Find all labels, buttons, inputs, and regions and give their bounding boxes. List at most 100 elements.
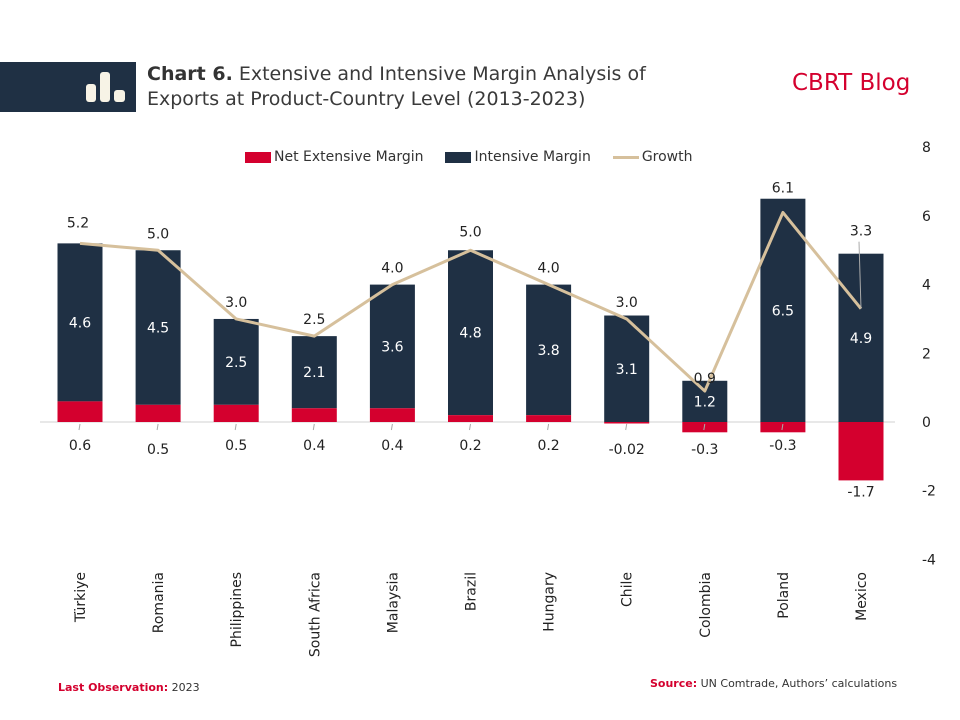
data-label-intensive: 1.2 (694, 394, 716, 410)
legend-swatch-intensive (445, 151, 472, 163)
data-label-net-extensive: 0.2 (459, 438, 481, 454)
data-label-net-extensive: -0.3 (691, 442, 718, 458)
leader-line (625, 423, 628, 431)
bar-intensive-margin (57, 243, 103, 402)
leader-line (78, 423, 81, 431)
data-label-intensive: 6.5 (772, 303, 794, 319)
y-tick-label: 8 (922, 140, 931, 156)
x-tick-label: Türkiye (73, 572, 89, 623)
x-tick-label: Poland (776, 572, 792, 619)
data-label-growth: 3.3 (850, 224, 872, 240)
data-label-growth: 4.0 (381, 261, 403, 277)
legend-item-growth: Growth (612, 149, 693, 165)
x-tick-label: Malaysia (385, 572, 401, 633)
bar-intensive-margin (135, 250, 181, 405)
x-tick-label: Colombia (698, 572, 714, 638)
source-label: Source: (650, 677, 698, 690)
data-label-intensive: 4.8 (459, 326, 481, 342)
bar-intensive-margin (213, 318, 259, 405)
data-label-intensive: 4.6 (69, 315, 91, 331)
data-label-net-extensive: -0.3 (769, 438, 796, 454)
bar-net-extensive-margin (135, 404, 181, 422)
y-tick-label: 0 (922, 415, 931, 431)
data-label-net-extensive: -0.02 (609, 442, 645, 458)
last-observation-label: Last Observation: (58, 681, 169, 694)
legend-item-intensive: Intensive Margin (445, 149, 591, 165)
data-label-net-extensive: -1.7 (847, 484, 874, 500)
x-tick-label: Philippines (229, 572, 245, 647)
chart-title-text: Extensive and Intensive Margin Analysis … (147, 63, 646, 110)
y-tick-label: 4 (922, 278, 931, 294)
last-observation: Last Observation: 2023 (58, 681, 200, 694)
bar-intensive-margin (760, 198, 806, 422)
chart-number: Chart 6. (147, 63, 233, 85)
y-tick-label: -4 (922, 552, 936, 568)
data-label-net-extensive: 0.2 (537, 438, 559, 454)
bar-net-extensive-margin (604, 422, 650, 424)
bar-intensive-margin (369, 284, 415, 409)
bar-net-extensive-margin (838, 422, 884, 481)
x-tick-label: Mexico (854, 572, 870, 621)
data-label-net-extensive: 0.4 (303, 438, 325, 454)
leader-line (703, 423, 706, 431)
data-label-intensive: 3.1 (616, 362, 638, 378)
bar-intensive-margin (838, 253, 884, 422)
legend-label: Intensive Margin (474, 149, 591, 165)
data-label-growth: 4.0 (537, 261, 559, 277)
chart-title: Chart 6. Extensive and Intensive Margin … (147, 62, 707, 112)
x-tick-label: Brazil (464, 572, 480, 611)
data-label-net-extensive: 0.5 (147, 442, 169, 458)
title-band (0, 62, 136, 112)
bar-net-extensive-margin (526, 415, 572, 422)
bar-net-extensive-margin (291, 408, 337, 422)
data-label-net-extensive: 0.4 (381, 438, 403, 454)
leader-line-growth (858, 241, 862, 309)
data-label-intensive: 3.6 (381, 339, 403, 355)
y-tick-label: 6 (922, 209, 931, 225)
legend-swatch-net-extensive (245, 151, 271, 163)
bar-net-extensive-margin (57, 401, 103, 422)
leader-line (469, 423, 471, 431)
legend-item-net-extensive: Net Extensive Margin (245, 149, 423, 165)
leader-line (547, 423, 550, 431)
bar-net-extensive-margin (213, 404, 259, 422)
bar-net-extensive-margin (448, 415, 493, 422)
data-label-growth: 5.0 (459, 224, 481, 240)
data-label-intensive: 4.9 (850, 331, 872, 347)
leader-line (234, 423, 237, 431)
data-label-net-extensive: 0.6 (69, 438, 91, 454)
bar-intensive-margin (526, 284, 572, 416)
bar-net-extensive-margin (682, 422, 728, 433)
y-tick-label: 2 (922, 346, 931, 362)
data-label-intensive: 2.5 (225, 355, 247, 371)
y-tick-label: -2 (922, 484, 936, 500)
bar-intensive-margin (291, 336, 337, 409)
data-label-growth: 2.5 (303, 312, 325, 328)
leader-line (781, 423, 784, 431)
data-label-growth: 5.0 (147, 226, 169, 242)
data-label-net-extensive: 0.5 (225, 438, 247, 454)
data-label-growth: 5.2 (67, 215, 89, 231)
data-label-growth: 6.1 (772, 180, 794, 196)
data-label-growth: 0.9 (694, 371, 716, 387)
x-tick-label: Chile (620, 572, 636, 607)
bar-intensive-margin (448, 250, 493, 416)
brand-label: CBRT Blog (792, 70, 911, 96)
bar-chart-icon (86, 72, 125, 102)
leader-line (156, 423, 159, 431)
source-value: UN Comtrade, Authors’ calculations (700, 677, 898, 690)
x-tick-label: South Africa (307, 572, 323, 657)
last-observation-value: 2023 (171, 681, 200, 694)
legend-swatch-growth (612, 155, 639, 159)
leader-line (312, 423, 315, 431)
source-note: Source: UN Comtrade, Authors’ calculatio… (650, 677, 897, 690)
data-label-intensive: 4.5 (147, 321, 169, 337)
leader-line (390, 423, 393, 431)
legend-label: Net Extensive Margin (274, 149, 424, 165)
data-label-intensive: 3.8 (537, 343, 559, 359)
legend: Net Extensive Margin Intensive Margin Gr… (245, 149, 715, 165)
x-tick-label: Hungary (542, 572, 558, 632)
x-tick-label: Romania (151, 572, 167, 633)
legend-label: Growth (641, 149, 693, 165)
